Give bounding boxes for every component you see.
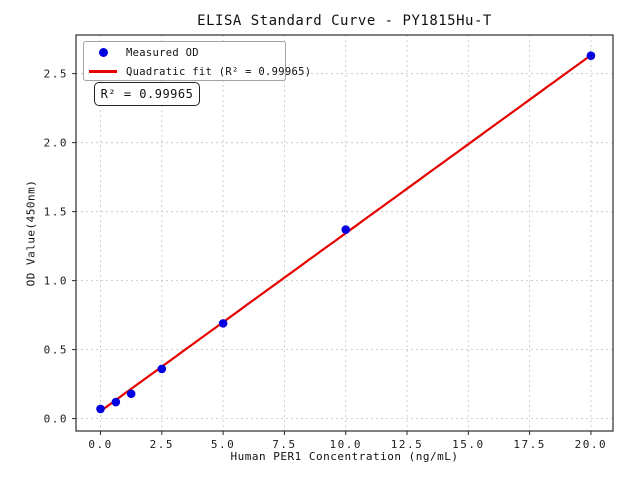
legend-marker-column — [88, 70, 118, 73]
y-tick-label: 2.5 — [44, 68, 68, 81]
y-tick-label: 2.0 — [44, 137, 68, 150]
data-point — [96, 404, 105, 414]
x-tick-label: 0.0 — [88, 438, 112, 451]
x-tick-label: 12.5 — [391, 438, 424, 451]
y-axis-label: OD Value(450nm) — [24, 179, 38, 287]
y-tick-label: 1.5 — [44, 206, 68, 219]
r-squared-annotation: R² = 0.99965 — [94, 82, 200, 106]
plot-border — [75, 34, 614, 432]
legend-label: Quadratic fit (R² = 0.99965) — [126, 65, 312, 78]
x-tick-label: 5.0 — [211, 438, 235, 451]
x-tick-label: 20.0 — [575, 438, 608, 451]
x-tick-label: 7.5 — [272, 438, 296, 451]
legend-item-quadratic-fit: Quadratic fit (R² = 0.99965) — [84, 62, 311, 81]
legend-label: Measured OD — [126, 46, 199, 59]
data-point — [586, 51, 596, 60]
data-point — [218, 319, 228, 328]
y-tick-label: 0.0 — [44, 413, 68, 426]
data-point — [126, 389, 136, 399]
data-point — [341, 225, 351, 234]
chart-title: ELISA Standard Curve - PY1815Hu-T — [197, 13, 492, 29]
line-marker-icon — [89, 70, 117, 73]
y-tick-label: 1.0 — [44, 275, 68, 288]
x-tick-label: 10.0 — [329, 438, 362, 451]
legend-item-measured-od: Measured OD — [84, 43, 285, 62]
x-tick-label: 2.5 — [150, 438, 174, 451]
scatter-marker-icon — [98, 48, 108, 57]
y-tick-label: 0.5 — [44, 344, 68, 357]
data-point — [157, 364, 167, 374]
x-tick-label: 17.5 — [513, 438, 546, 451]
legend: Measured OD Quadratic fit (R² = 0.99965) — [83, 41, 311, 81]
legend-marker-column — [88, 48, 118, 57]
x-tick-label: 15.0 — [452, 438, 485, 451]
x-axis-label: Human PER1 Concentration (ng/mL) — [230, 450, 459, 463]
data-point — [111, 397, 121, 407]
